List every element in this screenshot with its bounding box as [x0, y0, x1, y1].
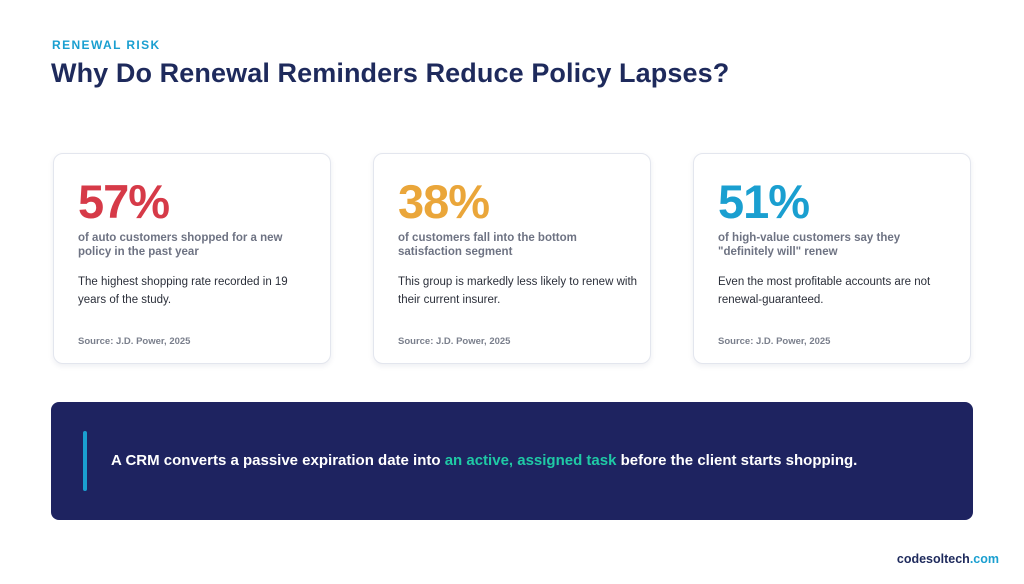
callout-text-after: before the client starts shopping.	[616, 452, 858, 469]
accent-bar	[83, 431, 87, 491]
stat-card-renewal: 51% of high-value customers say they "de…	[693, 153, 971, 364]
brand-tld: .com	[969, 552, 999, 566]
callout-text-before: A CRM converts a passive expiration date…	[111, 452, 445, 469]
callout-highlight: an active, assigned task	[444, 452, 617, 469]
stat-value: 57%	[78, 175, 170, 228]
stat-value: 38%	[398, 175, 490, 228]
stat-source: Source: J.D. Power, 2025	[718, 336, 831, 347]
stat-value: 51%	[718, 175, 810, 228]
callout-banner: A CRM converts a passive expiration date…	[51, 402, 973, 520]
page-title: Why Do Renewal Reminders Reduce Policy L…	[51, 58, 730, 88]
callout-text: A CRM converts a passive expiration date…	[111, 452, 857, 469]
stat-body: The highest shopping rate recorded in 19…	[78, 276, 288, 306]
brand-name: codesoltech	[896, 552, 970, 566]
stat-body: Even the most profitable accounts are no…	[718, 276, 931, 306]
stat-source: Source: J.D. Power, 2025	[398, 336, 511, 347]
stat-card-satisfaction: 38% of customers fall into the bottom sa…	[373, 153, 651, 364]
stat-description: of auto customers shopped for a new poli…	[78, 232, 283, 258]
stat-body: This group is markedly less likely to re…	[398, 276, 638, 306]
stat-card-shopping: 57% of auto customers shopped for a new …	[53, 153, 331, 364]
section-eyebrow: RENEWAL RISK	[52, 38, 161, 52]
brand-logo: codesoltech.com	[897, 552, 999, 566]
stat-description: of customers fall into the bottom satisf…	[398, 232, 577, 258]
stat-description: of high-value customers say they "defini…	[718, 232, 901, 258]
stat-source: Source: J.D. Power, 2025	[78, 336, 191, 347]
